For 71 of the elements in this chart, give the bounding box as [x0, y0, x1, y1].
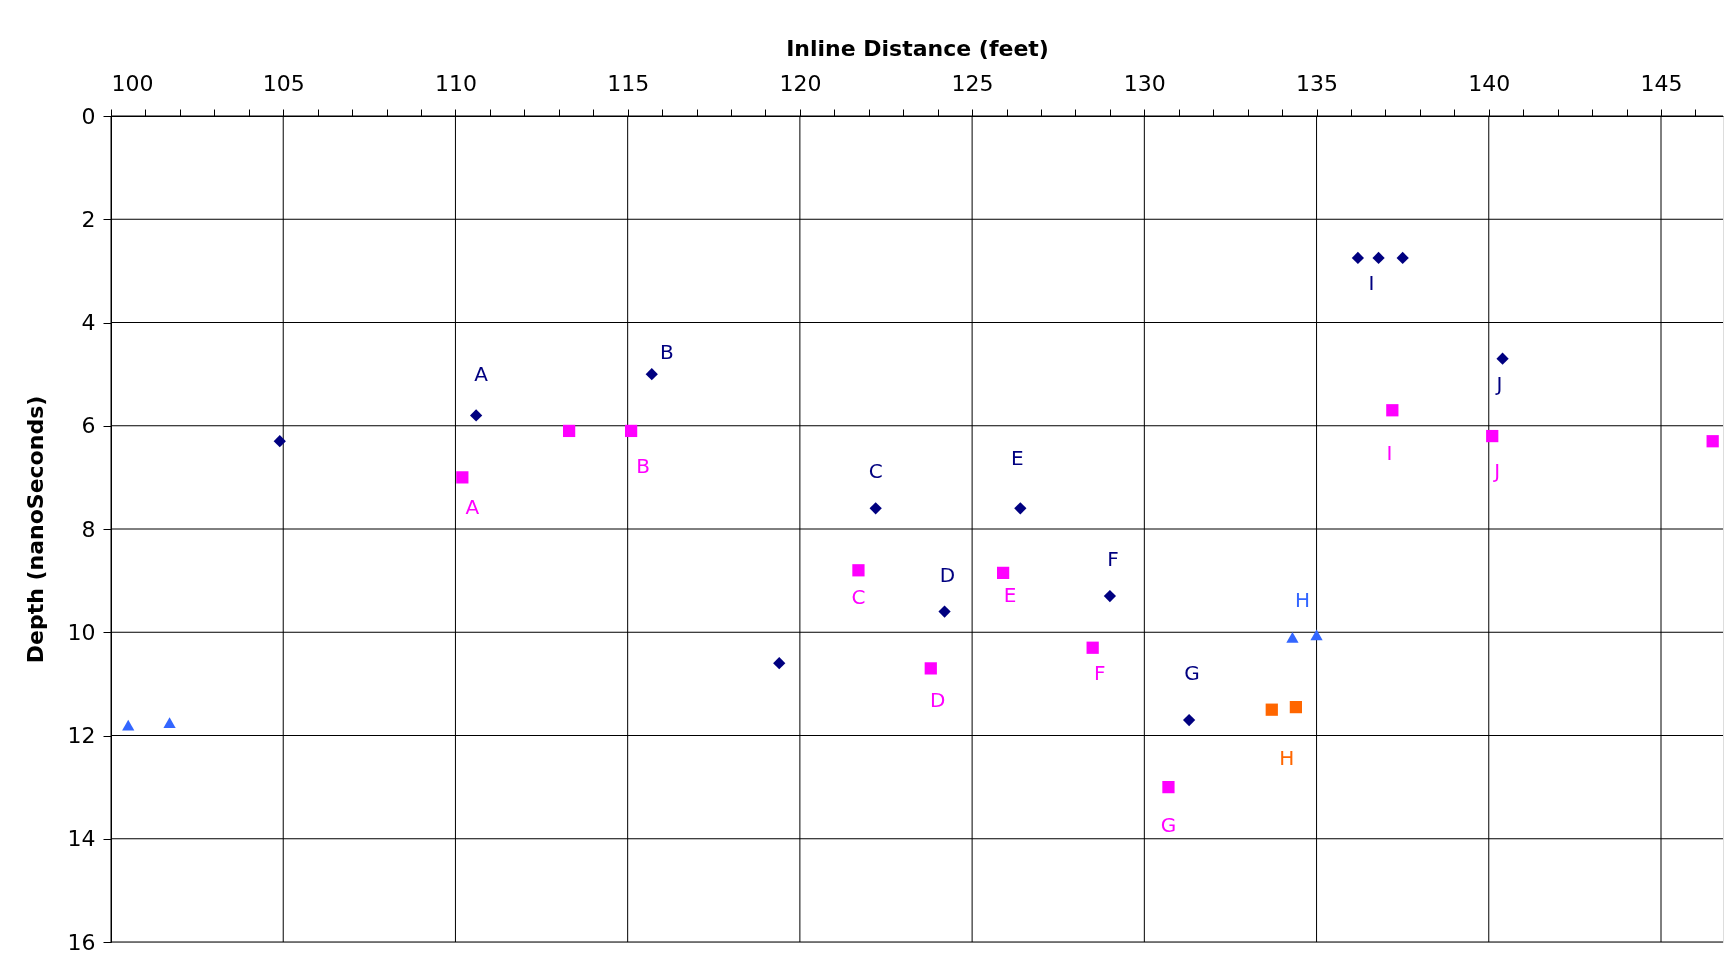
point [1706, 435, 1719, 448]
annotation: E [1011, 446, 1024, 471]
point [273, 435, 286, 448]
y-tick-label: 16 [67, 929, 96, 955]
x-tick-label: 145 [1640, 70, 1683, 96]
annotation: J [1492, 459, 1501, 484]
point [1386, 404, 1399, 417]
x-tick-label: 100 [111, 70, 154, 96]
point [1265, 703, 1278, 716]
y-axis-title: Depth (nanoSeconds) [22, 395, 48, 664]
y-tick-label: 14 [67, 826, 96, 852]
y-tick-label: 2 [81, 206, 96, 232]
x-tick-label: 115 [607, 70, 650, 96]
y-tick-label: 12 [67, 723, 96, 748]
point [1496, 352, 1509, 365]
y-tick-label: 8 [81, 516, 96, 542]
annotation: E [1003, 582, 1017, 607]
annotation: G [1184, 661, 1200, 686]
x-tick-label: 125 [951, 70, 994, 96]
point [924, 662, 937, 675]
point [1286, 632, 1299, 643]
annotation: G [1160, 813, 1177, 838]
annotation: B [636, 453, 650, 478]
y-tick-label: 0 [81, 103, 96, 129]
point [1086, 641, 1099, 654]
point [1396, 251, 1409, 265]
annotation: C [868, 459, 883, 484]
point [1351, 251, 1365, 265]
point [996, 566, 1010, 579]
x-tick-label: 140 [1468, 70, 1511, 96]
annotation: H [1294, 588, 1310, 613]
annotation: A [465, 495, 480, 520]
point [869, 502, 882, 515]
point [1310, 629, 1323, 641]
x-tick-label: 130 [1123, 70, 1166, 96]
point [624, 424, 638, 438]
annotation: F [1093, 660, 1106, 685]
point [469, 409, 483, 422]
x-axis-title: Inline Distance (feet) [786, 35, 1049, 61]
x-tick-label: 105 [262, 70, 305, 96]
point [122, 719, 135, 731]
point [1486, 429, 1499, 443]
x-tick-label: 110 [434, 70, 477, 96]
annotation: F [1107, 547, 1119, 572]
y-tick-label: 4 [81, 310, 96, 335]
point [1162, 781, 1175, 794]
point [645, 368, 658, 381]
point [1289, 700, 1303, 714]
annotation: B [659, 340, 674, 365]
annotation: I [1386, 441, 1393, 466]
y-tick-label: 10 [67, 619, 96, 645]
point [852, 564, 865, 577]
annotation: C [851, 585, 866, 610]
annotation: I [1368, 270, 1375, 295]
annotation: H [1279, 745, 1295, 770]
point [456, 471, 469, 484]
x-tick-label: 120 [779, 70, 822, 96]
annotation: D [939, 562, 956, 587]
point [773, 657, 786, 670]
point [163, 717, 176, 728]
annotation: D [930, 688, 946, 713]
annotation: A [474, 362, 489, 387]
point [1014, 502, 1027, 515]
point [562, 424, 576, 438]
x-tick-label: 135 [1296, 70, 1339, 96]
point [1103, 589, 1117, 603]
y-tick-label: 6 [81, 413, 96, 439]
annotation: J [1494, 371, 1503, 396]
point [1372, 251, 1385, 265]
point [1182, 713, 1196, 727]
point [938, 605, 951, 618]
